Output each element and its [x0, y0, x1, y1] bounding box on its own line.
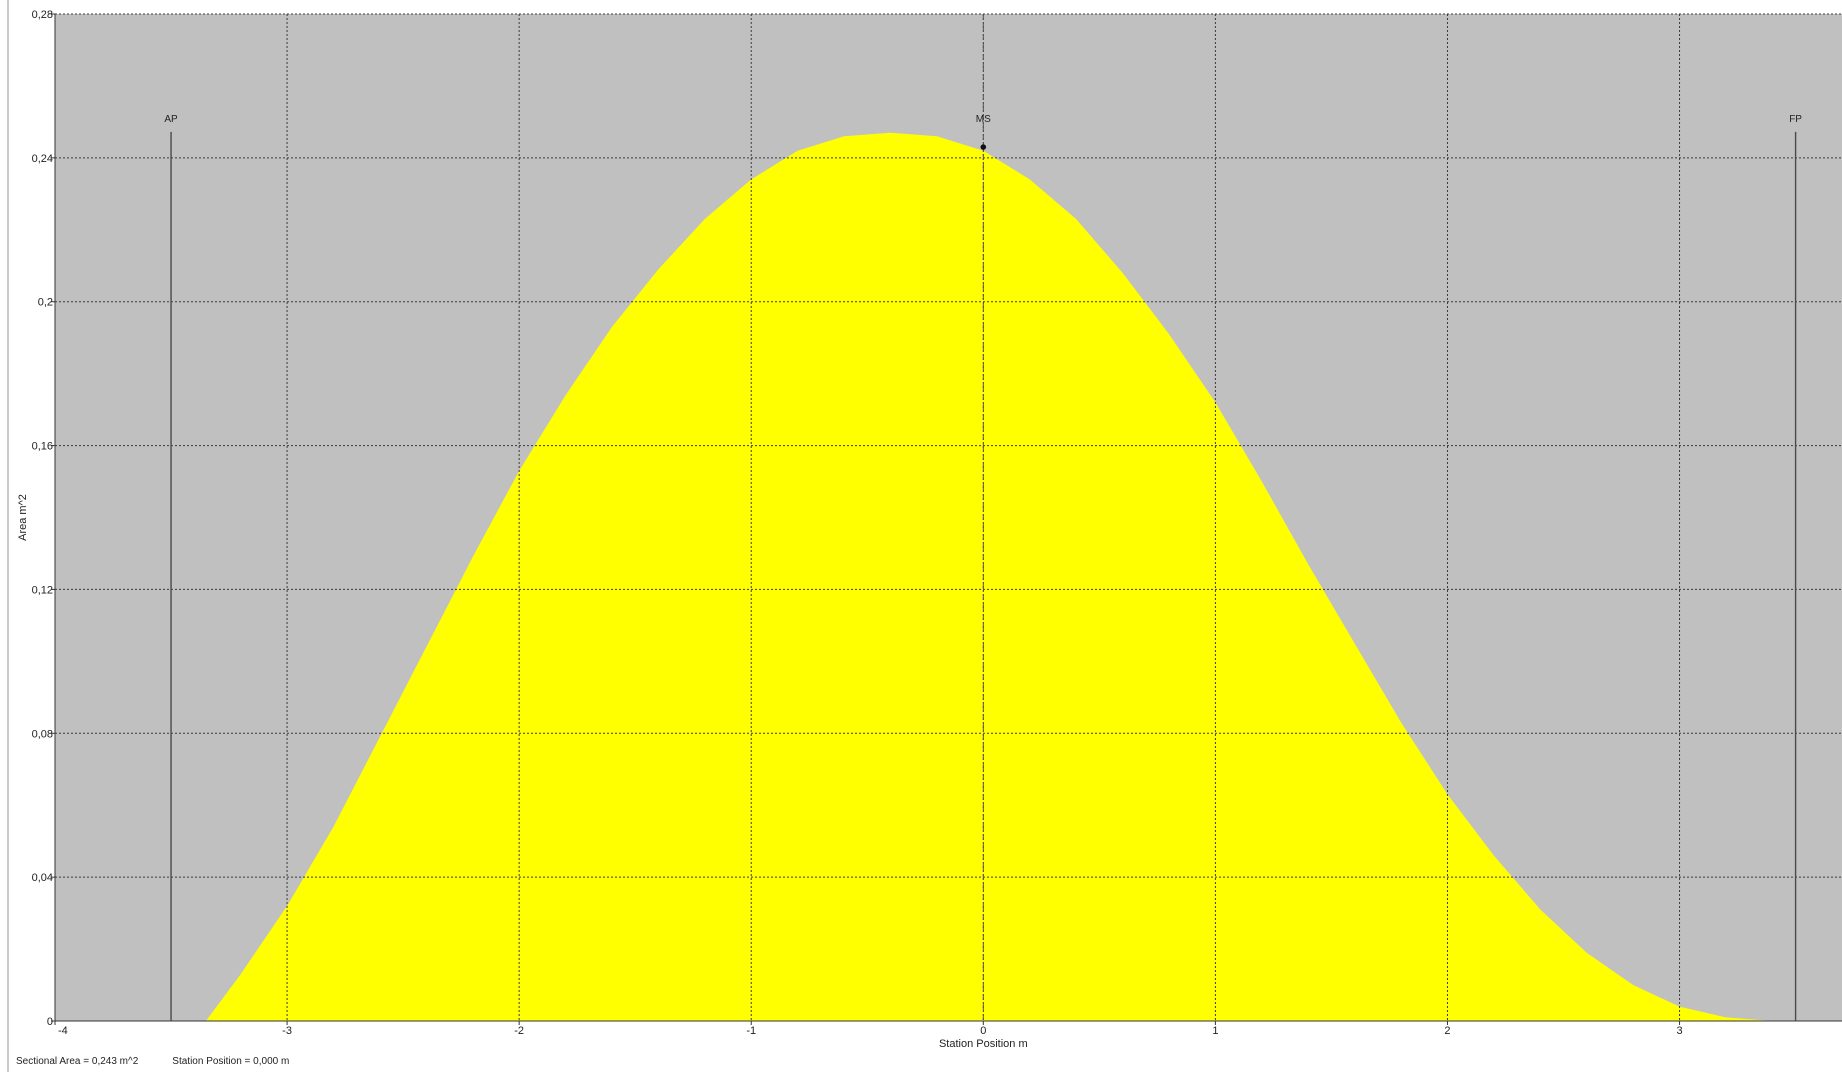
x-tick-label: -1 [746, 1025, 756, 1037]
station-label-ms: MS [976, 114, 991, 125]
x-tick-label: -2 [514, 1025, 524, 1037]
y-tick-label: 0,28 [32, 9, 53, 21]
y-tick-label: 0,12 [32, 584, 53, 596]
y-tick-label: 0,16 [32, 441, 53, 453]
x-tick-label: 3 [1676, 1025, 1682, 1037]
sectional-area-fill [205, 132, 1796, 1021]
status-bar: Sectional Area = 0,243 m^2 Station Posit… [16, 1056, 289, 1070]
station-position-point [980, 144, 987, 150]
x-tick-label: -4 [58, 1025, 68, 1037]
station-label-ap: AP [164, 114, 178, 125]
x-tick-label: 0 [980, 1025, 986, 1037]
y-tick-label: 0,2 [38, 297, 53, 309]
y-tick-label: 0,08 [32, 728, 53, 740]
x-tick-label: -3 [282, 1025, 292, 1037]
y-tick-label: 0,24 [32, 153, 53, 165]
x-tick-label: 1 [1212, 1025, 1218, 1037]
station-label-fp: FP [1789, 114, 1802, 125]
y-tick-label: 0,04 [32, 872, 53, 884]
station-position-readout: Station Position = 0,000 m [172, 1056, 290, 1067]
x-axis-title: Station Position m [939, 1038, 1028, 1050]
y-axis-title: Area m^2 [17, 494, 29, 541]
y-tick-label: 0 [47, 1016, 53, 1028]
sectional-area-readout: Sectional Area = 0,243 m^2 [16, 1056, 139, 1067]
x-tick-label: 2 [1444, 1025, 1450, 1037]
